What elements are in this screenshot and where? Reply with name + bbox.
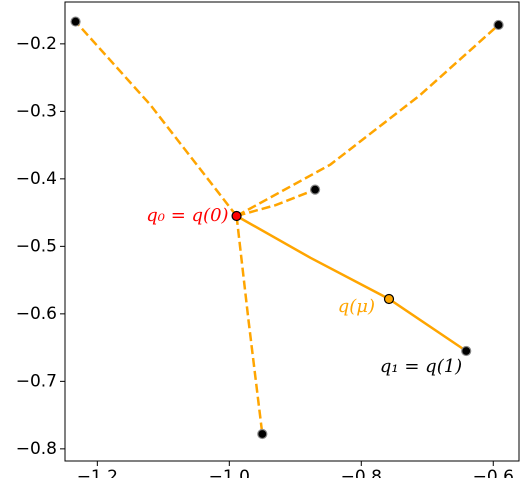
x-tick-label: −0.6 bbox=[473, 467, 514, 478]
point bbox=[309, 184, 321, 195]
curve bbox=[235, 215, 264, 435]
point bbox=[257, 428, 268, 440]
curve bbox=[235, 24, 500, 218]
x-tick-label: −1.2 bbox=[77, 467, 118, 478]
point bbox=[70, 16, 81, 27]
y-tick-label: −0.8 bbox=[16, 439, 57, 459]
y-tick-label: −0.6 bbox=[16, 304, 57, 324]
point bbox=[231, 210, 242, 222]
point-label: q₀ = q(0) bbox=[146, 205, 228, 226]
curve bbox=[74, 20, 238, 217]
x-tick-label: −1.0 bbox=[209, 467, 250, 478]
curve bbox=[235, 214, 467, 353]
y-tick-label: −0.5 bbox=[16, 236, 57, 256]
y-tick-label: −0.3 bbox=[16, 101, 57, 121]
point bbox=[493, 19, 504, 31]
curve bbox=[236, 188, 316, 218]
point bbox=[461, 345, 472, 357]
point bbox=[383, 293, 395, 305]
y-tick-label: −0.2 bbox=[16, 34, 57, 54]
plot-frame bbox=[64, 1, 520, 462]
x-tick-label: −0.8 bbox=[341, 467, 382, 478]
y-tick-label: −0.7 bbox=[16, 371, 57, 391]
y-tick-label: −0.4 bbox=[16, 169, 57, 189]
point-label: q(μ) bbox=[338, 296, 375, 317]
point-label: q₁ = q(1) bbox=[380, 356, 462, 377]
